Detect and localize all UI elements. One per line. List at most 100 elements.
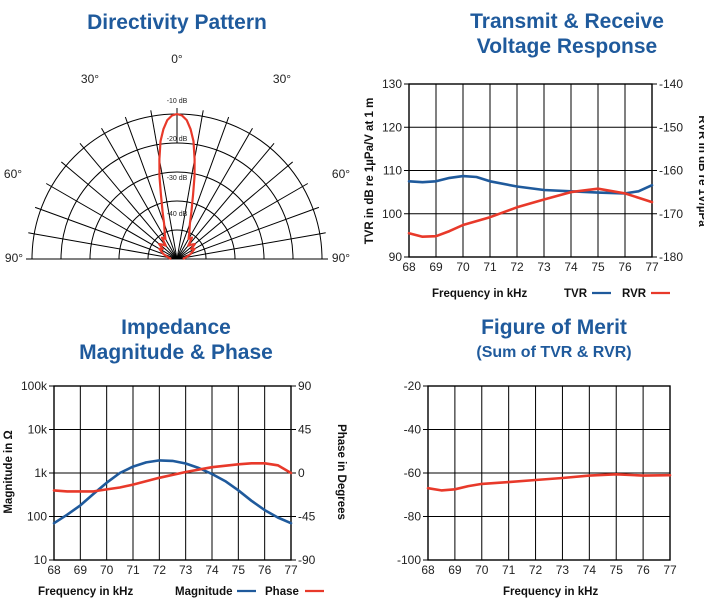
tvr-y-axis-label: TVR in dB re 1µPa/V at 1 m xyxy=(364,98,376,245)
y2-tick-label: -150 xyxy=(659,120,683,134)
polar-outer-tick xyxy=(269,143,275,149)
polar-outer-tick xyxy=(302,183,309,187)
x-tick-label: 77 xyxy=(284,563,298,577)
y-tick-label: 100 xyxy=(382,207,402,221)
series-line-1 xyxy=(407,187,654,238)
x-tick-label: 76 xyxy=(258,563,272,577)
polar-outer-tick xyxy=(79,143,85,149)
fom-ticks: 68 69 70 71 72 73 74 75 76 77 -100 -80 -60 -40 -20 xyxy=(397,379,677,577)
x-tick-label: 72 xyxy=(153,563,167,577)
polar-spoke xyxy=(126,122,178,260)
polar-spoke xyxy=(176,233,320,260)
polar-spoke xyxy=(176,147,271,260)
tvr-rvr-ticks: 68 69 70 71 72 73 74 75 76 77 90 100 110 120 130 -140 -1… xyxy=(382,77,683,274)
x-tick-label: 69 xyxy=(429,260,443,274)
plot-frame xyxy=(427,385,671,561)
impedance-series xyxy=(52,459,293,525)
x-tick-label: 72 xyxy=(529,563,543,577)
polar-outer-tick xyxy=(124,116,128,123)
rvr-y2-axis-label: RVR in dB re 1V/µPa xyxy=(696,115,704,227)
tvr-rvr-series xyxy=(407,174,654,238)
series-line-1 xyxy=(52,461,293,493)
y2-tick-label: -160 xyxy=(659,164,683,178)
y2-tick-label: -90 xyxy=(298,553,316,567)
x-tick-label: 77 xyxy=(663,563,677,577)
polar-spoke xyxy=(176,186,303,260)
x-tick-label: 74 xyxy=(205,563,219,577)
y2-tick-label: -45 xyxy=(298,510,316,524)
polar-outer-tick xyxy=(150,110,153,117)
y-tick-label: 120 xyxy=(382,120,402,134)
legend-phase-label: Phase xyxy=(265,586,299,598)
impedance-title-line2: Magnitude & Phase xyxy=(79,341,273,364)
directivity-chart: Directivity Pattern 0° 30° 30° 60° 60° 9… xyxy=(4,11,350,265)
fom-title: Figure of Merit xyxy=(481,316,627,339)
fom-grid xyxy=(423,385,671,561)
polar-outer-tick xyxy=(319,232,326,235)
polar-spoke xyxy=(51,186,178,260)
angle-label-90-left: 90° xyxy=(5,251,23,265)
y2-tick-label: 90 xyxy=(298,379,312,393)
polar-outer-tick xyxy=(28,232,35,235)
y-tick-label: 100k xyxy=(21,379,48,393)
directivity-series-line xyxy=(158,112,196,260)
y2-tick-label: -170 xyxy=(659,207,683,221)
polar-spoke xyxy=(34,233,178,260)
y-tick-label: -100 xyxy=(397,553,421,567)
polar-outer-tick xyxy=(287,161,293,167)
x-tick-label: 77 xyxy=(645,260,659,274)
y2-tick-label: 45 xyxy=(298,423,312,437)
tvr-rvr-chart: Transmit & Receive Voltage Response 68 69… xyxy=(364,10,704,300)
fom-x-axis-label: Frequency in kHz xyxy=(503,586,598,598)
y-tick-label: 130 xyxy=(382,77,402,91)
polar-outer-tick xyxy=(61,161,67,167)
x-tick-label: 72 xyxy=(510,260,524,274)
impedance-grid xyxy=(49,385,296,561)
directivity-title: Directivity Pattern xyxy=(87,11,267,34)
y-tick-label: 90 xyxy=(389,250,403,264)
polar-spoke xyxy=(40,208,178,260)
x-tick-label: 68 xyxy=(402,260,416,274)
tvr-rvr-title-line2: Voltage Response xyxy=(477,35,658,58)
x-tick-label: 69 xyxy=(74,563,88,577)
polar-spoke xyxy=(176,116,203,260)
polar-spoke xyxy=(83,147,178,260)
polar-spoke xyxy=(176,208,314,260)
x-tick-label: 68 xyxy=(421,563,435,577)
polar-outer-tick xyxy=(45,183,52,187)
x-tick-label: 68 xyxy=(47,563,61,577)
angle-label-30-right: 30° xyxy=(273,72,291,86)
polar-outer-tick xyxy=(249,127,253,134)
legend-rvr-label: RVR xyxy=(622,288,647,300)
y-tick-label: -60 xyxy=(404,466,422,480)
polar-spoke xyxy=(176,122,228,260)
x-tick-label: 73 xyxy=(179,563,193,577)
angle-label-0: 0° xyxy=(171,52,183,66)
polar-outer-tick xyxy=(201,110,204,117)
fom-subtitle: (Sum of TVR & RVR) xyxy=(476,344,631,361)
ring-label-40: -40 dB xyxy=(167,211,188,218)
y2-tick-label: 0 xyxy=(298,466,305,480)
x-tick-label: 73 xyxy=(537,260,551,274)
x-tick-label: 75 xyxy=(591,260,605,274)
polar-outer-tick xyxy=(226,116,230,123)
angle-label-30-left: 30° xyxy=(81,72,99,86)
y-tick-label: -40 xyxy=(404,423,422,437)
phase-y2-axis-label: Phase in Degrees xyxy=(335,424,347,520)
polar-ring xyxy=(147,229,207,260)
ring-label-10: -10 dB xyxy=(167,98,188,105)
polar-series xyxy=(158,112,196,260)
angle-label-90-right: 90° xyxy=(332,251,350,265)
tvr-x-axis-label: Frequency in kHz xyxy=(432,288,527,300)
x-tick-label: 71 xyxy=(502,563,516,577)
series-line-0 xyxy=(52,459,293,525)
legend-magnitude-label: Magnitude xyxy=(175,586,233,598)
angle-label-60-right: 60° xyxy=(332,167,350,181)
y-tick-label: 110 xyxy=(383,164,402,178)
x-tick-label: 71 xyxy=(126,563,140,577)
y-tick-label: 10k xyxy=(28,423,48,437)
polar-outer-tick xyxy=(34,206,41,210)
x-tick-label: 75 xyxy=(610,563,624,577)
x-tick-label: 70 xyxy=(100,563,114,577)
